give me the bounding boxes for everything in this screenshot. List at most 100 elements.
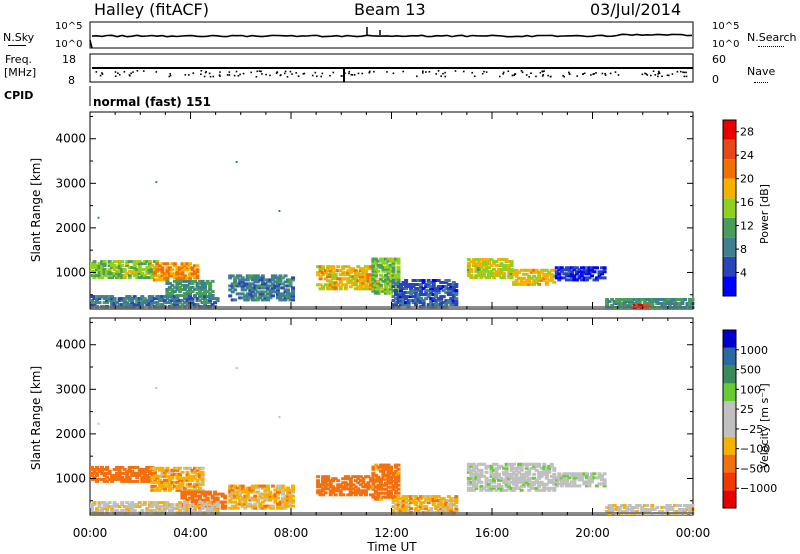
heatmap-cell — [562, 474, 567, 478]
heatmap-cell — [474, 274, 479, 278]
nave-point — [340, 75, 343, 77]
heatmap-cell — [183, 509, 187, 513]
heatmap-cell — [361, 477, 366, 481]
heatmap-cell — [157, 295, 162, 299]
heatmap-cell — [499, 276, 504, 280]
heatmap-cell — [434, 301, 439, 305]
heatmap-cell — [514, 476, 519, 480]
heatmap-cell — [328, 275, 333, 279]
heatmap-cell — [451, 295, 456, 299]
heatmap-cell — [248, 276, 253, 280]
heatmap-cell — [429, 291, 434, 295]
heatmap-cell — [132, 272, 137, 276]
heatmap-cell — [291, 490, 295, 494]
heatmap-cell — [167, 509, 172, 513]
heatmap-cell — [492, 486, 496, 490]
heatmap-cell — [484, 466, 489, 470]
heatmap-cell — [667, 302, 672, 305]
heatmap-cell — [429, 287, 434, 291]
heatmap-cell — [253, 280, 258, 284]
y-tick-label: 4000 — [55, 338, 86, 352]
heatmap-cell — [135, 274, 140, 278]
heatmap-cell — [356, 477, 361, 481]
heatmap-cell — [190, 303, 195, 307]
heatmap-cell — [172, 472, 177, 476]
heatmap-cell — [258, 284, 263, 288]
heatmap-cell — [333, 277, 338, 281]
heatmap-cell — [150, 474, 155, 478]
heatmap-cell — [650, 506, 655, 509]
heatmap-cell — [228, 498, 233, 502]
heatmap-cell — [235, 284, 240, 288]
heatmap-cell — [690, 504, 695, 507]
heatmap-cell — [268, 290, 273, 294]
heatmap-cell — [321, 285, 326, 289]
heatmap-cell — [112, 264, 117, 268]
heatmap-cell — [590, 480, 594, 484]
heatmap-cell — [474, 266, 479, 270]
heatmap-cell — [162, 478, 167, 482]
nsky-strip-frame — [89, 21, 694, 49]
heatmap-cell — [610, 304, 615, 307]
heatmap-cell — [213, 496, 218, 500]
heatmap-cell — [449, 285, 454, 289]
colorbar-tick-label: 8 — [740, 243, 747, 256]
heatmap-cell — [416, 499, 421, 503]
heatmap-cell — [414, 283, 419, 286]
heatmap-cell — [270, 274, 275, 278]
heatmap-cell — [175, 297, 180, 301]
heatmap-cell — [577, 268, 582, 272]
heatmap-cell — [574, 474, 579, 478]
heatmap-cell — [667, 298, 672, 301]
heatmap-cell — [494, 272, 499, 276]
heatmap-cell — [280, 490, 285, 494]
heatmap-cell — [504, 266, 509, 270]
heatmap-cell — [680, 300, 685, 303]
nave-point — [350, 73, 353, 76]
heatmap-cell — [376, 465, 381, 469]
heatmap-cell — [602, 484, 607, 488]
heatmap-cell — [235, 486, 240, 490]
heatmap-cell — [165, 480, 170, 484]
heatmap-cell — [127, 469, 132, 473]
heatmap-cell — [358, 269, 363, 273]
heatmap-cell — [386, 469, 391, 473]
heatmap-cell — [245, 486, 250, 490]
heatmap-cell — [243, 498, 248, 502]
heatmap-cell — [238, 292, 243, 296]
heatmap-cell — [135, 260, 140, 264]
heatmap-cell — [233, 506, 238, 510]
heatmap-cell — [504, 472, 509, 476]
heatmap-cell — [112, 467, 117, 471]
heatmap-cell — [537, 480, 542, 484]
heatmap-cell — [188, 484, 192, 488]
heatmap-cell — [200, 488, 205, 492]
heatmap-cell — [145, 469, 150, 473]
heatmap-cell — [200, 507, 205, 511]
heatmap-cell — [569, 272, 574, 276]
heatmap-cell — [414, 293, 419, 297]
heatmap-cell — [451, 289, 456, 293]
heatmap-cell — [265, 288, 270, 292]
heatmap-cell — [532, 278, 537, 282]
heatmap-cell — [343, 283, 348, 287]
heatmap-cell — [160, 501, 165, 505]
heatmap-cell — [253, 294, 258, 298]
heatmap-cell — [384, 495, 388, 499]
heatmap-cell — [331, 265, 336, 269]
heatmap-cell — [240, 484, 245, 488]
heatmap-cell — [378, 491, 383, 495]
heatmap-cell — [439, 297, 444, 301]
heatmap-cell — [326, 487, 331, 491]
heatmap-cell — [278, 490, 283, 494]
heatmap-cell — [419, 299, 424, 303]
heatmap-cell — [115, 473, 120, 477]
heatmap-cell — [127, 505, 132, 509]
heatmap-cell — [376, 493, 381, 497]
heatmap-cell — [283, 288, 288, 292]
heatmap-cell — [238, 484, 243, 488]
heatmap-cell — [386, 495, 391, 499]
heatmap-cell — [183, 283, 187, 287]
heatmap-cell — [504, 268, 509, 272]
heatmap-cell — [291, 290, 295, 294]
